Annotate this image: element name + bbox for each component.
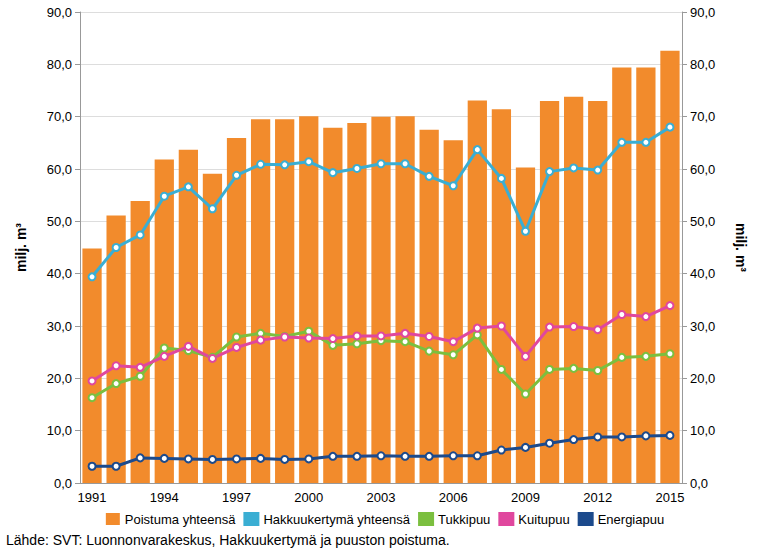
svg-text:40,0: 40,0 xyxy=(690,266,715,281)
svg-text:60,0: 60,0 xyxy=(690,162,715,177)
svg-text:20,0: 20,0 xyxy=(690,371,715,386)
svg-text:70,0: 70,0 xyxy=(47,109,72,124)
svg-text:2003: 2003 xyxy=(367,490,396,505)
svg-text:80,0: 80,0 xyxy=(47,57,72,72)
svg-text:20,0: 20,0 xyxy=(47,371,72,386)
svg-text:30,0: 30,0 xyxy=(47,319,72,334)
svg-text:10,0: 10,0 xyxy=(690,423,715,438)
svg-text:Energiapuu: Energiapuu xyxy=(598,512,665,527)
svg-text:Hakkuukertymä yhteensä: Hakkuukertymä yhteensä xyxy=(263,512,410,527)
svg-text:0,0: 0,0 xyxy=(690,476,708,491)
svg-text:1997: 1997 xyxy=(222,490,251,505)
svg-text:Poistuma yhteensä: Poistuma yhteensä xyxy=(125,512,236,527)
svg-text:milj. m³: milj. m³ xyxy=(733,223,749,272)
svg-text:1991: 1991 xyxy=(78,490,107,505)
svg-text:2000: 2000 xyxy=(294,490,323,505)
svg-text:10,0: 10,0 xyxy=(47,423,72,438)
svg-text:60,0: 60,0 xyxy=(47,162,72,177)
svg-text:50,0: 50,0 xyxy=(47,214,72,229)
svg-text:Kuitupuu: Kuitupuu xyxy=(518,512,569,527)
svg-text:2012: 2012 xyxy=(583,490,612,505)
svg-text:40,0: 40,0 xyxy=(47,266,72,281)
svg-text:Lähde: SVT: Luonnonvarakeskus,: Lähde: SVT: Luonnonvarakeskus, Hakkuuker… xyxy=(6,532,450,548)
svg-text:1994: 1994 xyxy=(150,490,179,505)
svg-text:50,0: 50,0 xyxy=(690,214,715,229)
svg-text:milj. m³: milj. m³ xyxy=(13,223,29,272)
svg-text:2006: 2006 xyxy=(439,490,468,505)
svg-text:90,0: 90,0 xyxy=(690,5,715,20)
svg-text:70,0: 70,0 xyxy=(690,109,715,124)
svg-text:30,0: 30,0 xyxy=(690,319,715,334)
svg-text:2015: 2015 xyxy=(655,490,684,505)
svg-text:90,0: 90,0 xyxy=(47,5,72,20)
svg-text:2009: 2009 xyxy=(511,490,540,505)
svg-text:0,0: 0,0 xyxy=(54,476,72,491)
svg-text:Tukkipuu: Tukkipuu xyxy=(438,512,490,527)
svg-text:80,0: 80,0 xyxy=(690,57,715,72)
